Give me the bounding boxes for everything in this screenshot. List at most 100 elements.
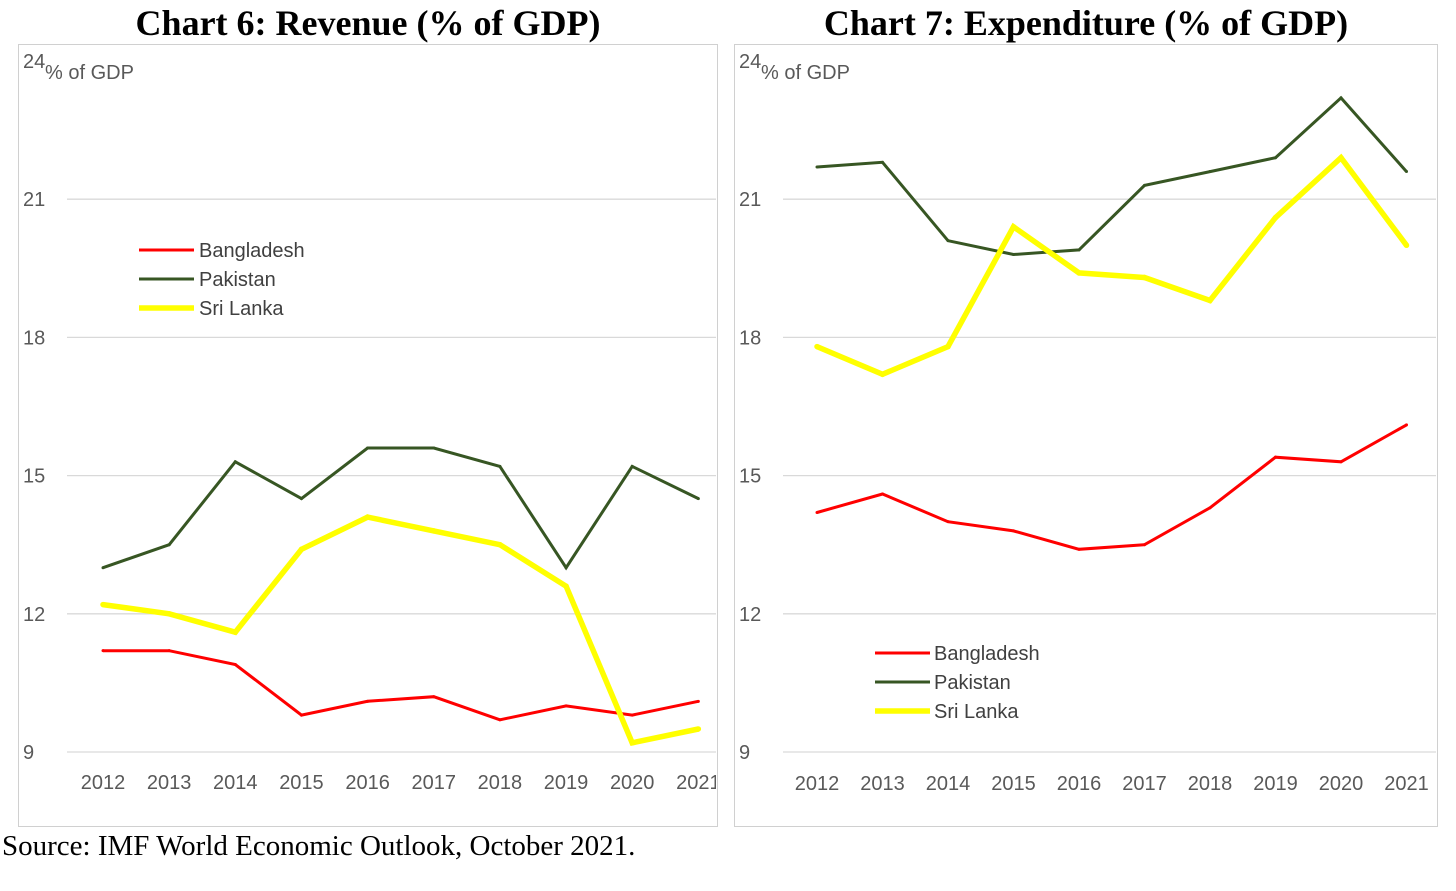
data-point [432,695,436,699]
x-tick-label: 2018 [1188,773,1233,795]
data-point [431,528,437,534]
data-point [946,520,950,524]
data-point [166,611,172,617]
data-point [815,165,819,169]
data-point [1405,423,1408,427]
x-tick-label: 2015 [279,772,324,794]
data-point [1141,274,1148,281]
data-point [881,492,884,496]
x-tick-label: 2019 [544,772,589,794]
series-line-pakistan [102,446,700,571]
data-point [1010,224,1017,230]
x-tick-label: 2020 [1319,773,1364,795]
y-tick-label: 21 [23,189,45,211]
data-point [167,649,171,653]
chart-6-title: Chart 6: Revenue (% of GDP) [135,3,601,43]
data-point [299,497,303,501]
y-tick-label: 18 [739,327,761,349]
x-tick-label: 2016 [345,772,390,794]
x-tick-label: 2012 [81,772,126,794]
revenue-chart-plot: % of GDP 9 12 15 18 21 24 2012 2013 2014 2015 2016… [23,51,716,794]
y-tick-label: 24 [739,51,761,73]
series-line-pakistan [816,95,1408,257]
expenditure-chart-panel: % of GDP 9 12 15 18 21 24 2012 2013 2014 2015 2016… [734,44,1438,827]
data-point [1274,455,1277,459]
y-tick-label: 12 [739,604,761,626]
data-point [1076,270,1082,276]
data-point [1143,543,1146,547]
data-point [299,713,303,717]
x-tick-label: 2014 [926,773,971,795]
data-point [881,160,884,164]
data-point [695,726,702,732]
data-point [1077,248,1081,252]
x-tick-label: 2021 [1384,773,1429,795]
legend-label: Pakistan [934,672,1011,694]
y-tick-label: 15 [739,466,761,488]
data-point [1405,170,1408,174]
series-line-bangladesh [816,423,1408,551]
x-tick-label: 2018 [478,772,523,794]
data-point [1208,170,1212,174]
data-point [233,662,237,666]
x-tick-label: 2015 [991,773,1036,795]
data-point [497,541,503,548]
data-point [101,566,105,570]
data-point [1077,547,1081,551]
data-point [630,713,634,717]
legend-label: Bangladesh [934,643,1040,665]
data-point [696,497,700,501]
data-point [564,704,568,708]
x-tick-label: 2020 [610,772,655,794]
data-point [1339,460,1343,464]
data-point [1272,214,1279,221]
data-point [814,343,820,350]
source-note: Source: IMF World Economic Outlook, Octo… [2,830,636,862]
legend-label: Bangladesh [199,240,305,262]
data-point [1403,242,1410,249]
data-point [696,699,700,703]
x-tick-label: 2016 [1057,773,1102,795]
data-point [879,371,886,378]
chart-7-title: Chart 7: Expenditure (% of GDP) [823,3,1349,43]
x-tick-label: 2019 [1253,773,1298,795]
legend-label: Sri Lanka [199,298,284,320]
data-point [945,343,951,350]
data-point [167,543,171,547]
x-tick-label: 2021 [676,772,716,794]
data-point [630,464,634,468]
data-point [366,446,370,450]
data-point [232,629,239,635]
x-tick-label: 2012 [795,773,840,795]
data-point [1208,506,1212,510]
data-point [100,601,106,608]
data-point [1012,529,1015,533]
chart-7-unit-label: % of GDP [761,62,850,84]
chart-6-unit-label: % of GDP [45,62,134,84]
data-point [563,583,569,589]
y-tick-label: 12 [23,604,45,626]
series-line-sri-lanka [102,514,699,746]
revenue-chart-panel: % of GDP 9 12 15 18 21 24 2012 2013 2014 2015 2016… [18,44,718,827]
data-point [1143,183,1146,187]
data-point [432,446,436,450]
data-point [101,649,105,653]
data-point [298,546,305,553]
legend-label: Pakistan [199,269,276,291]
expenditure-chart-plot: % of GDP 9 12 15 18 21 24 2012 2013 2014 2015 2016… [739,51,1436,795]
data-point [364,514,371,520]
data-point [366,699,370,703]
x-tick-label: 2017 [1122,773,1167,795]
y-tick-label: 24 [23,51,45,73]
data-point [498,718,502,722]
series-line-sri-lanka [815,153,1409,378]
y-tick-label: 18 [23,327,45,349]
y-tick-label: 21 [739,189,761,211]
data-point [233,460,237,464]
data-point [564,566,568,570]
x-tick-label: 2014 [213,772,258,794]
data-point [1207,297,1213,304]
y-tick-label: 15 [23,466,45,488]
data-point [946,239,950,243]
y-tick-label: 9 [23,742,34,764]
